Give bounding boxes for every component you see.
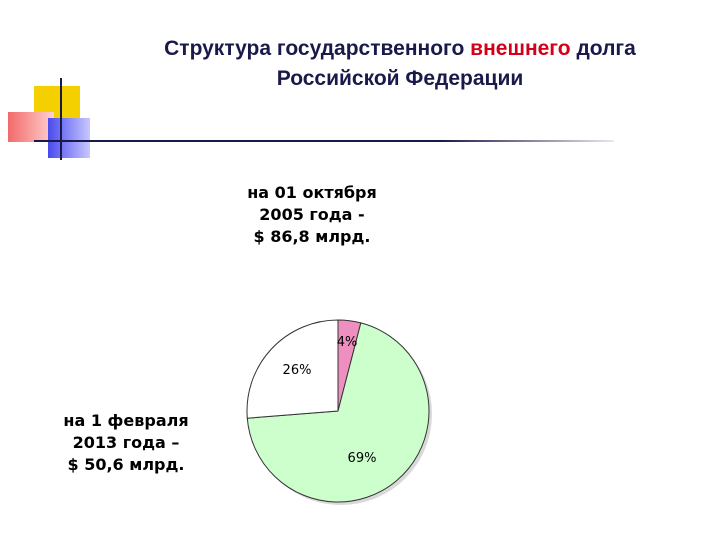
- caption-2005: на 01 октября 2005 года - $ 86,8 млрд.: [222, 182, 402, 248]
- caption-2005-line2: 2005 года -: [259, 205, 365, 224]
- decor-blue-square: [48, 118, 90, 158]
- caption-2013: на 1 февраля 2013 года – $ 50,6 млрд.: [36, 410, 216, 476]
- title-accent-word: внешнего: [470, 37, 571, 60]
- caption-2005-line1: на 01 октября: [247, 183, 377, 202]
- pie-label-2: 69%: [348, 451, 377, 466]
- caption-2013-line3: $ 50,6 млрд.: [67, 455, 185, 474]
- title-line2: Российской Федерации: [276, 67, 524, 90]
- title-line1-part2: долга: [570, 37, 636, 60]
- pie-slice-2: [246, 322, 430, 503]
- title-line1-part1: Структура государственного: [164, 37, 471, 60]
- caption-2005-line3: $ 86,8 млрд.: [253, 227, 371, 246]
- pie-label-3: 26%: [283, 363, 312, 378]
- pie-slice-3: [246, 319, 339, 419]
- page-title: Структура государственного внешнего долг…: [80, 34, 720, 94]
- decor-horizontal-line: [34, 140, 614, 142]
- decor-vertical-line: [60, 78, 62, 160]
- decor-red-square: [8, 112, 54, 142]
- caption-2013-line2: 2013 года –: [72, 433, 180, 452]
- pie-label-1: 4%: [337, 335, 358, 350]
- caption-2013-line1: на 1 февраля: [63, 411, 189, 430]
